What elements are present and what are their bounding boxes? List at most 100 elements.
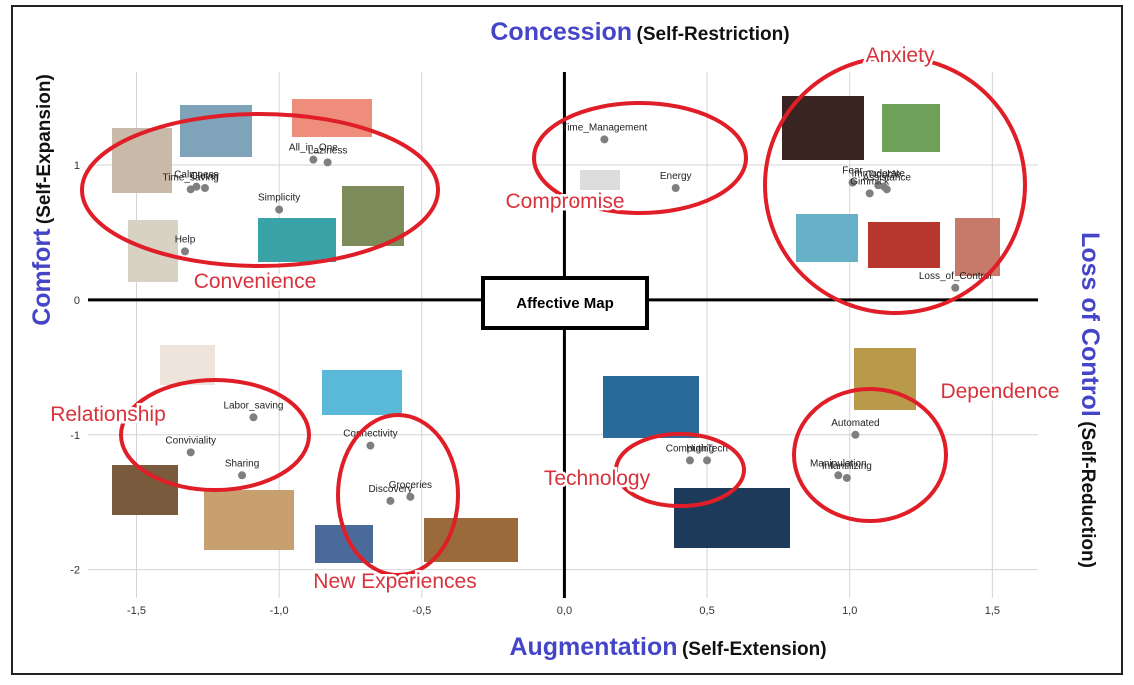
point [249, 413, 258, 422]
point-label: Clever [191, 171, 221, 182]
point-label: Trouble [867, 170, 901, 181]
image [342, 186, 404, 246]
point [309, 155, 318, 164]
x-label-sub: (Self-Extension) [682, 639, 827, 660]
right-label-sub: (Self-Reduction) [1077, 421, 1098, 568]
y-label-main: Comfort [28, 228, 56, 326]
image [204, 490, 294, 550]
point [186, 448, 195, 457]
point [703, 456, 712, 465]
image [258, 218, 336, 262]
point-label: Connectivity [343, 429, 397, 440]
annotation: Compromise [505, 190, 624, 213]
top-label: Concession (Self-Restriction) [490, 18, 789, 46]
point-label: Computing [666, 443, 714, 454]
point [834, 471, 843, 480]
point [951, 283, 960, 292]
point [882, 185, 891, 194]
title-box [481, 276, 649, 330]
point-label: Groceries [389, 480, 432, 491]
point-label: Energy [660, 171, 692, 182]
image [580, 170, 620, 190]
point-label: Time_saving [163, 172, 219, 183]
point [186, 185, 195, 194]
ring [119, 378, 311, 492]
x-tick-label: -1,5 [127, 605, 146, 617]
x-tick-label: -1,0 [270, 605, 289, 617]
x-tick-label: 1,5 [985, 605, 1000, 617]
ring [532, 101, 748, 215]
image [796, 214, 858, 262]
plot: Time_Management Energy FearImmoderateGimmi… [88, 72, 1038, 598]
annotation: Anxiety [866, 44, 935, 67]
point-label: Discovery [368, 484, 412, 495]
x-tick-label: -0,5 [412, 605, 431, 617]
image [868, 222, 940, 268]
point [238, 471, 247, 480]
point [366, 441, 375, 450]
chart-title: Affective Map [516, 295, 614, 312]
point-label: HighTech [686, 443, 728, 454]
top-label-main: Concession [490, 18, 632, 46]
point [865, 189, 874, 198]
image [112, 128, 172, 193]
y-tick-label: 1 [74, 160, 80, 172]
y-tick-label: -2 [70, 565, 80, 577]
point [386, 496, 395, 505]
point [842, 473, 851, 482]
ring [80, 112, 440, 268]
annotations: Convenience Compromise Anxiety Relations… [48, 42, 1062, 596]
point-label: Automated [831, 418, 879, 429]
ring [763, 55, 1027, 315]
point [275, 205, 284, 214]
y-label-sub: (Self-Expansion) [34, 74, 55, 224]
point [200, 183, 209, 192]
point [180, 247, 189, 256]
x-label: Augmentation (Self-Extension) [509, 633, 826, 661]
point [671, 183, 680, 192]
annotation: Dependence [940, 380, 1059, 403]
ring [792, 387, 948, 523]
point-label: Immoderate [852, 168, 906, 179]
annotation: Convenience [194, 270, 317, 293]
point-label: All_in_One [289, 143, 338, 154]
image [322, 370, 402, 415]
image [882, 104, 940, 152]
annotation: New Experiences [313, 570, 476, 593]
point [323, 158, 332, 167]
point-label: Laziness [308, 145, 347, 156]
point [851, 430, 860, 439]
x-tick-label: 0,5 [699, 605, 714, 617]
point-label: Calmness [174, 170, 218, 181]
annotation: Relationship [50, 403, 166, 426]
point-label: Infantilizing [822, 461, 872, 472]
annotation: Technology [544, 467, 651, 490]
point-label: Help [175, 234, 196, 245]
point [685, 456, 694, 465]
point [406, 492, 415, 501]
x-tick-label: 0,0 [557, 605, 572, 617]
frame [11, 5, 1123, 675]
image [603, 376, 699, 438]
images [112, 96, 1000, 563]
right-label: Loss of Control (Self-Reduction) [1076, 232, 1104, 568]
image [854, 348, 916, 410]
point-label: Conviviality [165, 435, 216, 446]
point [600, 135, 609, 144]
point-label: Labor_saving [223, 400, 283, 411]
y-tick-label: -1 [70, 430, 80, 442]
point [848, 178, 857, 187]
top-label-sub: (Self-Restriction) [637, 24, 790, 45]
point-label: Sharing [225, 458, 259, 469]
point-label: Time_Management [561, 122, 647, 133]
right-label-main: Loss of Control [1076, 232, 1104, 417]
x-tick-label: 1,0 [842, 605, 857, 617]
image [674, 488, 790, 548]
ring [336, 413, 460, 577]
point-label: Simplicity [258, 193, 300, 204]
ring [614, 432, 746, 508]
y-label: Comfort (Self-Expansion) [28, 74, 56, 326]
point-label: Manipulation [810, 458, 867, 469]
y-tick-label: 0 [74, 295, 80, 307]
